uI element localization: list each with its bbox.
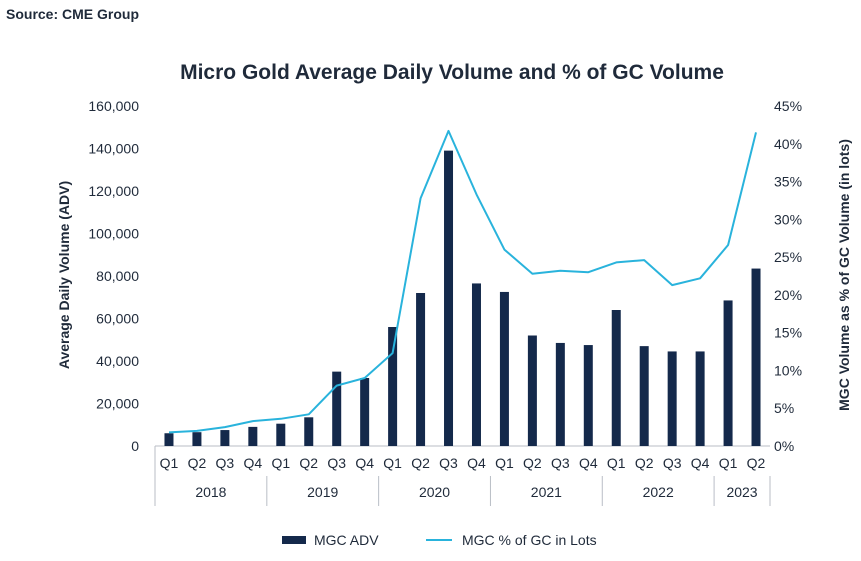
y2-tick-label: 25% <box>774 249 802 265</box>
bar <box>388 327 398 446</box>
x-tick-label: Q3 <box>216 455 235 471</box>
bar <box>164 433 174 446</box>
bar-series <box>164 150 761 446</box>
year-label: 2018 <box>195 484 226 500</box>
bar <box>751 268 761 446</box>
y2-tick-label: 10% <box>774 362 802 378</box>
y2-tick-label: 5% <box>774 400 794 416</box>
bar <box>276 423 286 446</box>
y2-tick-label: 40% <box>774 136 802 152</box>
legend: MGC ADV MGC % of GC in Lots <box>282 532 597 548</box>
y-tick-label: 80,000 <box>96 268 139 284</box>
x-tick-label: Q4 <box>691 455 710 471</box>
bar <box>555 342 565 446</box>
bar <box>444 150 454 446</box>
x-tick-label: Q3 <box>327 455 346 471</box>
bar <box>332 371 342 446</box>
legend-line-label: MGC % of GC in Lots <box>462 532 597 548</box>
y2-tick-label: 35% <box>774 174 802 190</box>
x-tick-label: Q1 <box>495 455 514 471</box>
bar <box>304 417 314 446</box>
bar <box>360 378 370 446</box>
y2-tick-label: 0% <box>774 438 794 454</box>
x-tick-label: Q4 <box>579 455 598 471</box>
y2-tick-label: 20% <box>774 287 802 303</box>
bar <box>527 335 537 446</box>
x-tick-label: Q2 <box>747 455 766 471</box>
bar <box>583 345 593 446</box>
legend-bar-label: MGC ADV <box>314 532 379 548</box>
x-tick-label: Q3 <box>663 455 682 471</box>
bar <box>248 426 258 446</box>
y-tick-label: 120,000 <box>88 183 139 199</box>
legend-bar-swatch <box>282 536 306 544</box>
y-tick-label: 0 <box>131 438 139 454</box>
y2-tick-label: 45% <box>774 98 802 114</box>
right-axis: 0% 5% 10% 15% 20% 25% 30% 35% 40% 45% <box>774 98 802 454</box>
x-tick-label: Q1 <box>607 455 626 471</box>
y-tick-label: 40,000 <box>96 353 139 369</box>
x-tick-label: Q1 <box>719 455 738 471</box>
y-tick-label: 60,000 <box>96 311 139 327</box>
x-tick-label: Q4 <box>243 455 262 471</box>
x-tick-label: Q3 <box>439 455 458 471</box>
x-tick-label: Q1 <box>160 455 179 471</box>
series-line <box>168 129 757 434</box>
y2-tick-label: 15% <box>774 325 802 341</box>
x-tick-label: Q2 <box>523 455 542 471</box>
x-tick-label: Q4 <box>467 455 486 471</box>
y-tick-label: 160,000 <box>88 98 139 114</box>
category-axis: Q1 Q2 Q3 Q4 Q1 Q2 Q3 Q4 Q1 Q2 Q3 Q4 Q1 Q2 Q3 Q4 Q1 Q2 Q3 Q4… <box>154 446 771 506</box>
bar <box>471 283 481 446</box>
y-tick-label: 140,000 <box>88 141 139 157</box>
x-tick-label: Q2 <box>299 455 318 471</box>
left-axis: 0 20,000 40,000 60,000 80,000 100,000 120,000 1… <box>88 98 139 454</box>
x-tick-label: Q3 <box>551 455 570 471</box>
x-tick-label: Q1 <box>271 455 290 471</box>
x-tick-label: Q2 <box>635 455 654 471</box>
source-text: Source: CME Group <box>6 6 139 22</box>
x-tick-label: Q4 <box>355 455 374 471</box>
year-label: 2020 <box>419 484 450 500</box>
line-series <box>168 129 757 434</box>
year-label: 2022 <box>643 484 674 500</box>
bar <box>723 300 733 446</box>
year-label: 2021 <box>531 484 562 500</box>
bar <box>611 310 621 446</box>
y-tick-label: 20,000 <box>96 396 139 412</box>
bar <box>667 351 677 446</box>
bar <box>499 291 509 446</box>
y2-axis-label: MGC Volume as % of GC Volume (in lots) <box>836 139 852 411</box>
bar <box>695 351 705 446</box>
x-tick-label: Q1 <box>383 455 402 471</box>
y-tick-label: 100,000 <box>88 226 139 242</box>
year-label: 2019 <box>307 484 338 500</box>
bar <box>416 293 426 446</box>
x-tick-label: Q2 <box>188 455 207 471</box>
bar <box>639 346 649 446</box>
bar <box>192 432 202 446</box>
year-label: 2023 <box>726 484 757 500</box>
y2-tick-label: 30% <box>774 211 802 227</box>
y-axis-label: Average Daily Volume (ADV) <box>56 181 72 369</box>
chart-title: Micro Gold Average Daily Volume and % of… <box>180 61 724 84</box>
x-tick-label: Q2 <box>411 455 430 471</box>
bar <box>220 430 230 446</box>
